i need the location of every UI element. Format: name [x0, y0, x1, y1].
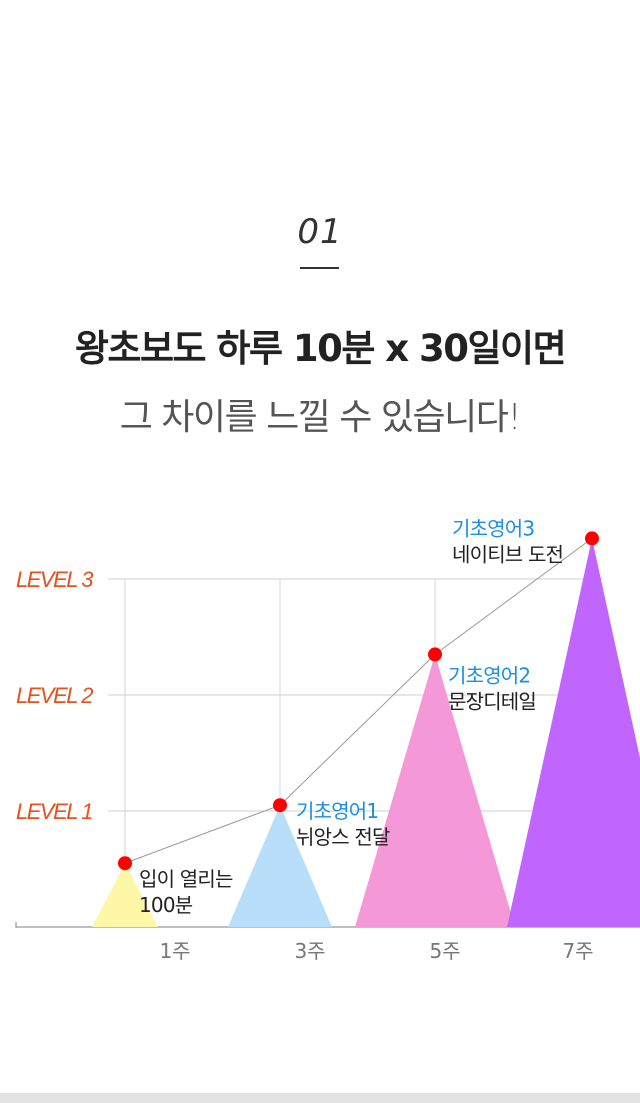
course-name: 기초영어2	[448, 663, 530, 687]
data-point	[118, 856, 132, 871]
step-number: 01	[297, 212, 343, 252]
course-description: 뉘앙스 전달	[296, 825, 390, 849]
week-tick-label: 3주	[294, 939, 325, 963]
data-point	[585, 531, 599, 546]
course-name: 기초영어1	[296, 799, 378, 823]
footer-bar	[0, 1093, 640, 1103]
headline: 왕초보도 하루 10분 x 30일이면	[74, 327, 567, 370]
course-description: 네이티브 도전	[452, 542, 563, 566]
level-triangle	[507, 538, 640, 927]
week-tick-label: 7주	[562, 939, 593, 963]
course-name: 기초영어3	[452, 516, 534, 540]
level-triangle	[228, 805, 332, 927]
progress-line	[124, 537, 593, 864]
course-description: 문장디테일	[448, 689, 536, 713]
subheadline: 그 차이를 느낄 수 있습니다!	[119, 397, 522, 438]
week-tick-label: 5주	[429, 939, 460, 963]
data-point	[273, 798, 287, 813]
step-underline	[300, 267, 339, 269]
level-label: LEVEL 1	[16, 799, 92, 824]
level-label: LEVEL 2	[16, 683, 93, 708]
level-triangle	[92, 863, 158, 927]
course-description: 100분	[139, 893, 193, 917]
week-tick-label: 1주	[159, 939, 190, 963]
data-point	[428, 647, 442, 662]
course-description: 입이 열리는	[139, 867, 233, 891]
level-triangle	[355, 654, 515, 927]
level-label: LEVEL 3	[16, 567, 94, 592]
